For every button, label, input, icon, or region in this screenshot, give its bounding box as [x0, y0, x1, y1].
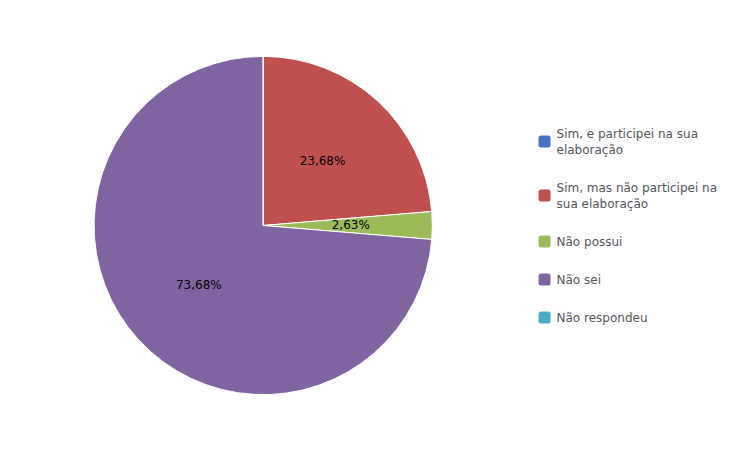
svg-text:sua elaboração: sua elaboração: [557, 197, 649, 211]
svg-text:Sim, e participei na sua: Sim, e participei na sua: [557, 127, 698, 141]
svg-text:Não respondeu: Não respondeu: [557, 311, 648, 325]
svg-text:2,63%: 2,63%: [332, 218, 370, 232]
svg-text:73,68%: 73,68%: [176, 278, 222, 292]
svg-text:Não sei: Não sei: [557, 273, 601, 287]
svg-text:23,68%: 23,68%: [300, 154, 346, 168]
svg-text:Não possui: Não possui: [557, 235, 623, 249]
svg-text:Sim, mas não participei na: Sim, mas não participei na: [557, 181, 717, 195]
svg-text:elaboração: elaboração: [557, 143, 624, 157]
